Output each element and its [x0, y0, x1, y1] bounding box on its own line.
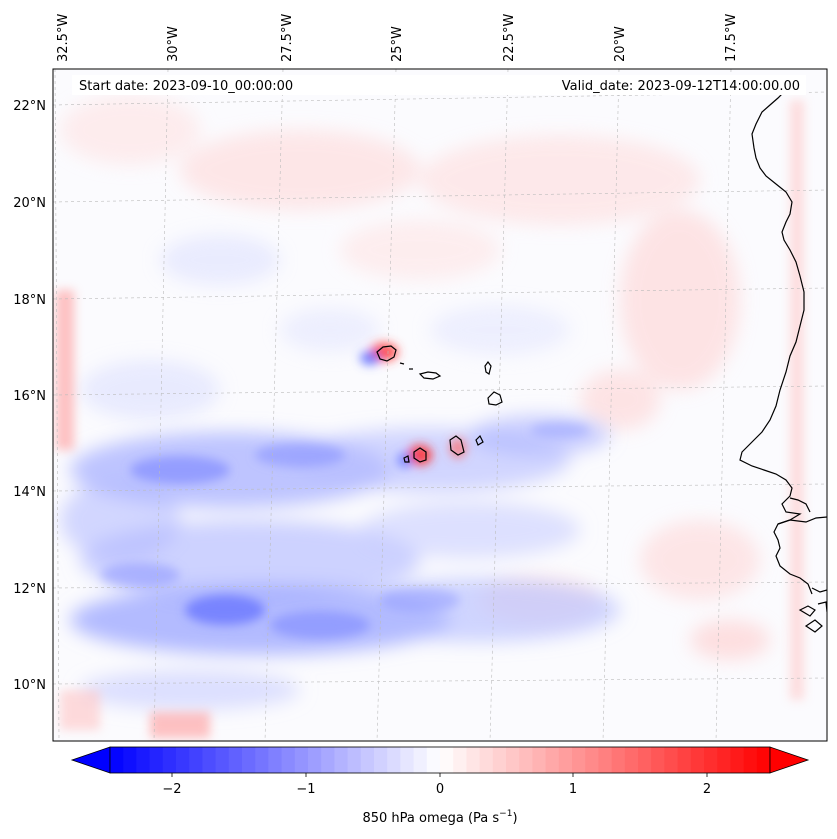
colorbar-step	[110, 747, 124, 773]
annotation-band	[72, 75, 806, 95]
colorbar-step	[189, 747, 203, 773]
lat-label: 18°N	[13, 293, 46, 308]
colorbar-step	[215, 747, 230, 773]
map-panel	[53, 69, 827, 741]
start-date-label: Start date: 2023-09-10_00:00:00	[79, 79, 293, 94]
colorbar-step	[743, 747, 758, 773]
colorbar-step	[268, 747, 283, 773]
lon-label: 22.5°W	[502, 14, 517, 62]
colorbar-step	[334, 747, 349, 773]
colorbar-step	[294, 747, 309, 773]
colorbar-step	[638, 747, 652, 773]
colorbar-step	[690, 747, 705, 773]
colorbar-step	[585, 747, 599, 773]
colorbar-tick-label: 0	[436, 782, 444, 797]
colorbar-step	[611, 747, 626, 773]
colorbar-steps	[110, 747, 771, 773]
lon-label: 32.5°W	[56, 14, 71, 62]
colorbar-step	[756, 747, 771, 773]
colorbar-step	[717, 747, 731, 773]
colorbar-step	[730, 747, 745, 773]
colorbar-step	[360, 747, 375, 773]
lat-label: 16°N	[13, 389, 46, 404]
colorbar-step	[506, 747, 520, 773]
colorbar-step	[651, 747, 665, 773]
lat-label: 10°N	[13, 678, 46, 693]
lat-label: 20°N	[13, 196, 46, 211]
colorbar-step	[558, 747, 573, 773]
colorbar-step	[123, 747, 137, 773]
colorbar-label: 850 hPa omega (Pa s−1)	[362, 809, 517, 826]
colorbar-step	[347, 747, 362, 773]
colorbar-step	[704, 747, 718, 773]
colorbar-step	[308, 747, 322, 773]
map-frame	[52, 68, 828, 742]
colorbar-tick-label: 2	[703, 782, 711, 797]
omega-field	[56, 95, 804, 738]
colorbar-step	[176, 747, 190, 773]
colorbar-extend-max	[769, 746, 810, 774]
colorbar-tick-label: −2	[162, 782, 181, 797]
colorbar-step	[400, 747, 415, 773]
colorbar-step	[440, 747, 454, 773]
colorbar-step	[228, 747, 243, 773]
colorbar-step	[453, 747, 467, 773]
lon-label: 17.5°W	[724, 14, 739, 62]
colorbar-step	[374, 747, 388, 773]
colorbar-step	[519, 747, 533, 773]
colorbar-step	[202, 747, 217, 773]
colorbar-step	[532, 747, 547, 773]
colorbar-ticks	[171, 773, 708, 777]
colorbar-step	[255, 747, 269, 773]
colorbar-step	[624, 747, 639, 773]
colorbar-step	[677, 747, 692, 773]
colorbar-step	[466, 747, 481, 773]
colorbar-step	[413, 747, 428, 773]
valid-date-label: Valid_date: 2023-09-12T14:00:00.00	[562, 79, 800, 94]
lon-label: 27.5°W	[280, 14, 295, 62]
colorbar-step	[598, 747, 613, 773]
colorbar-step	[545, 747, 560, 773]
colorbar-step	[479, 747, 494, 773]
map-gridlines	[53, 69, 827, 741]
colorbar-step	[162, 747, 177, 773]
lat-label: 14°N	[13, 485, 46, 500]
coastlines	[376, 87, 827, 633]
colorbar-step	[664, 747, 679, 773]
colorbar-tick-label: 1	[569, 782, 577, 797]
colorbar-step	[242, 747, 256, 773]
colorbar-step	[387, 747, 401, 773]
colorbar-step	[149, 747, 164, 773]
lon-label: 25°W	[390, 26, 405, 62]
colorbar-step	[281, 747, 296, 773]
colorbar-step	[426, 747, 441, 773]
colorbar-step	[492, 747, 507, 773]
lat-label: 22°N	[13, 99, 46, 114]
colorbar-step	[572, 747, 586, 773]
colorbar-extend-min	[70, 746, 111, 774]
lat-label: 12°N	[13, 582, 46, 597]
lon-label: 20°W	[613, 26, 628, 62]
colorbar: −2 −1 0 1 2 850 hPa omega (Pa s−1)	[70, 746, 810, 826]
lon-label: 30°W	[166, 26, 181, 62]
longitude-labels: 32.5°W 30°W 27.5°W 25°W 22.5°W 20°W 17.5…	[56, 14, 739, 62]
colorbar-step	[136, 747, 151, 773]
latitude-labels: 22°N 20°N 18°N 16°N 14°N 12°N 10°N	[13, 99, 46, 693]
colorbar-tick-label: −1	[296, 782, 315, 797]
colorbar-step	[321, 747, 335, 773]
